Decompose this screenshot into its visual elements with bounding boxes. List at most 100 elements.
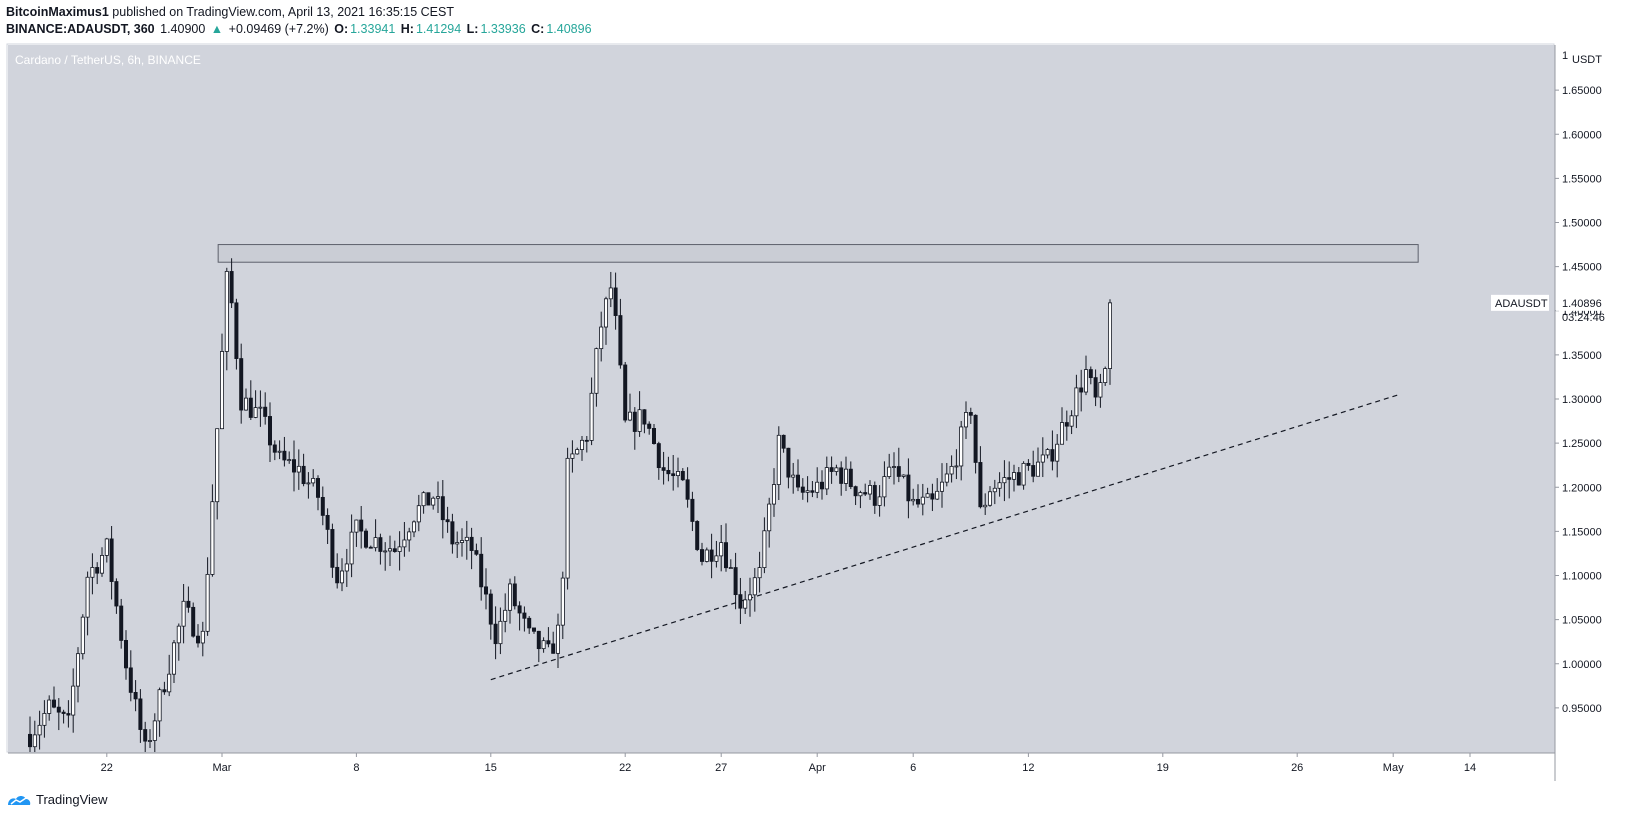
candle-down xyxy=(359,519,364,532)
candle-down xyxy=(109,538,114,582)
ascending-trendline xyxy=(490,394,1400,681)
candle-up xyxy=(205,574,210,632)
candle-up xyxy=(152,720,157,741)
candle-up xyxy=(992,487,997,493)
candle-down xyxy=(95,567,100,574)
candle-down xyxy=(652,428,657,444)
candle-down xyxy=(263,406,268,417)
candle-down xyxy=(781,434,786,449)
time-tick-label: 19 xyxy=(1157,762,1169,774)
time-tick-label: 22 xyxy=(619,762,631,774)
candle-up xyxy=(210,501,215,575)
candle-up xyxy=(580,439,585,450)
candle-up xyxy=(858,492,863,497)
candle-down xyxy=(474,550,479,555)
candle-down xyxy=(301,465,306,485)
candle-up xyxy=(743,599,748,609)
candle-down xyxy=(1031,465,1036,477)
candle-down xyxy=(536,630,541,650)
candle-up xyxy=(565,457,570,579)
candle-up xyxy=(32,734,37,748)
price-unit: USDT xyxy=(1572,54,1602,66)
candle-down xyxy=(239,358,244,411)
candle-up xyxy=(772,484,777,505)
candle-up xyxy=(728,567,733,569)
candle-up xyxy=(47,699,52,714)
candle-down xyxy=(27,733,32,748)
candle-down xyxy=(1007,477,1012,480)
candle-down xyxy=(488,593,493,625)
tradingview-logo[interactable]: TradingView xyxy=(6,792,108,807)
candle-down xyxy=(512,583,517,607)
candle-up xyxy=(604,298,609,328)
candle-up xyxy=(752,577,757,596)
candle-down xyxy=(532,627,537,632)
candle-up xyxy=(42,713,47,726)
candle-up xyxy=(834,467,839,472)
candle-up xyxy=(1021,462,1026,486)
candle-up xyxy=(757,567,762,579)
chart-title: Cardano / TetherUS, 6h, BINANCE xyxy=(15,53,201,67)
candle-down xyxy=(810,490,815,493)
candle-up xyxy=(805,490,810,493)
badge-symbol-box xyxy=(1491,294,1549,311)
candle-up xyxy=(181,600,186,627)
candle-up xyxy=(949,465,954,475)
time-tick-label: May xyxy=(1383,762,1404,774)
candle-down xyxy=(517,605,522,614)
time-tick-label: 27 xyxy=(715,762,727,774)
open-label: O: xyxy=(334,22,349,36)
candle-down xyxy=(853,486,858,497)
candle-down xyxy=(56,706,61,713)
candle-down xyxy=(124,640,129,669)
author-name[interactable]: BitcoinMaximus1 xyxy=(6,5,109,19)
candle-down xyxy=(733,567,738,596)
candle-down xyxy=(930,493,935,500)
candle-up xyxy=(997,482,1002,489)
candle-down xyxy=(1088,369,1093,379)
candle-down xyxy=(613,287,618,316)
candle-up xyxy=(748,594,753,601)
price-axis-background xyxy=(1555,45,1627,753)
candle-down xyxy=(330,529,335,568)
candle-up xyxy=(397,546,402,552)
publish-info: BitcoinMaximus1 published on TradingView… xyxy=(6,5,454,19)
candle-down xyxy=(973,414,978,463)
candle-down xyxy=(195,635,200,644)
candle-up xyxy=(594,348,599,394)
candle-up xyxy=(104,538,109,556)
change-up-icon: ▲ xyxy=(210,22,224,36)
candle-up xyxy=(253,407,258,418)
close-label: C: xyxy=(531,22,545,36)
candle-up xyxy=(80,616,85,655)
candle-up xyxy=(167,673,172,693)
candle-up xyxy=(85,576,90,618)
candle-down xyxy=(800,486,805,493)
trendline-layer xyxy=(490,394,1400,681)
badge-price: 1.40896 xyxy=(1562,298,1602,310)
candle-down xyxy=(1079,387,1084,393)
candle-up xyxy=(407,531,412,541)
candle-up xyxy=(421,492,426,507)
candle-down xyxy=(527,617,532,629)
price-tick-label: 1.25000 xyxy=(1562,438,1602,450)
last-price-badge: ADAUSDT 1.40896 03:24:46 xyxy=(1491,294,1616,324)
candle-down xyxy=(234,302,239,359)
candle-down xyxy=(469,536,474,551)
candle-up xyxy=(455,542,460,545)
price-tick-label: 1.35000 xyxy=(1562,350,1602,362)
candle-down xyxy=(584,439,589,442)
candle-down xyxy=(551,643,556,654)
candle-down xyxy=(119,605,124,641)
price-tick-label: 1.45000 xyxy=(1562,262,1602,274)
candle-up xyxy=(589,392,594,441)
badge-symbol: ADAUSDT xyxy=(1495,298,1548,310)
candle-down xyxy=(1093,377,1098,398)
candle-up xyxy=(599,326,604,350)
price-tick-label: 1.10000 xyxy=(1562,571,1602,583)
time-axis-background xyxy=(8,754,1554,781)
candle-up xyxy=(277,450,282,453)
last-price: 1.40900 xyxy=(160,22,206,36)
time-tick-label: 14 xyxy=(1464,762,1476,774)
